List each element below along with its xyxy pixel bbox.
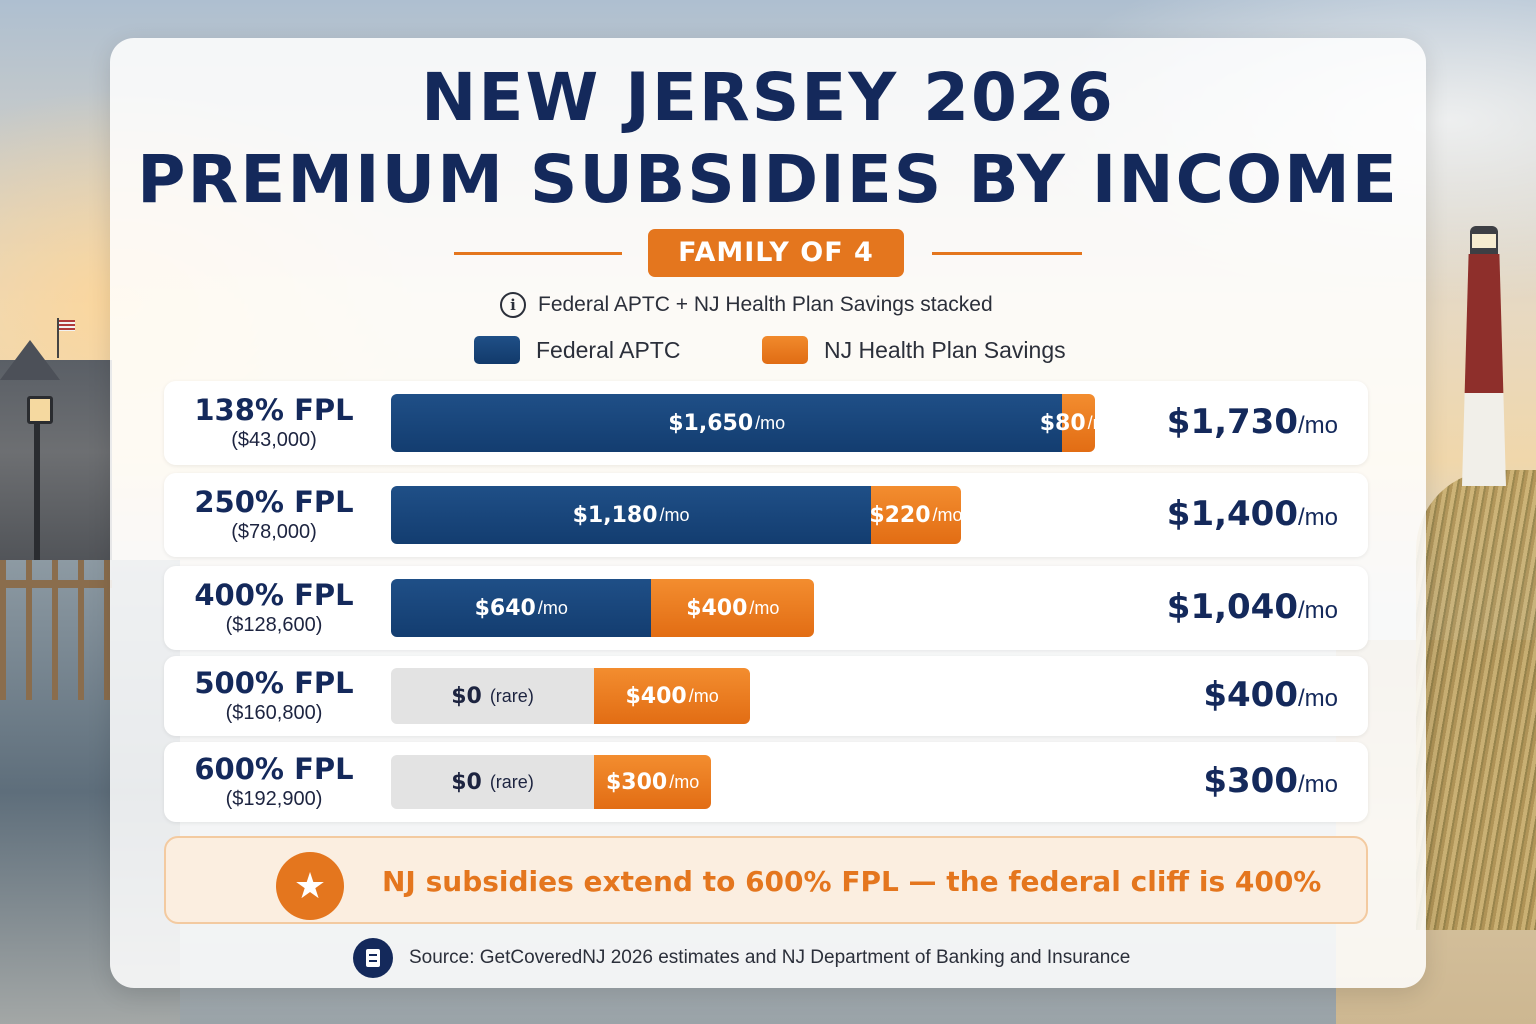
- fpl-income: ($43,000): [231, 429, 317, 451]
- value-unit: /mo: [1087, 412, 1118, 433]
- value-amount: $220: [869, 502, 931, 528]
- dune-grass: [1416, 470, 1536, 930]
- fpl-income: ($78,000): [231, 521, 317, 543]
- info-icon: i: [500, 292, 526, 318]
- bar-nj-savings: $80/mo: [1040, 394, 1118, 452]
- fpl-income: ($160,800): [225, 702, 323, 724]
- fpl-percent: 600% FPL: [194, 752, 354, 786]
- row-total: $300/mo: [1203, 761, 1338, 801]
- divider-left: [454, 252, 622, 255]
- legend-label-federal: Federal APTC: [536, 336, 681, 363]
- row-total: $400/mo: [1203, 675, 1338, 715]
- fpl-percent: 400% FPL: [194, 578, 354, 612]
- value-amount: $400: [625, 683, 687, 709]
- total-unit: /mo: [1297, 771, 1338, 798]
- source-text: Source: GetCoveredNJ 2026 estimates and …: [409, 947, 1131, 968]
- divider-right: [932, 252, 1082, 255]
- chart-row: 600% FPL ($192,900) $0 (rare) $300/mo $300/m…: [164, 742, 1368, 822]
- value-unit: /mo: [669, 771, 700, 792]
- fpl-income: ($192,900): [225, 788, 323, 810]
- fpl-label: 400% FPL ($128,600): [164, 578, 384, 638]
- value-unit: /mo: [537, 597, 568, 618]
- legend-swatch-nj: [762, 336, 808, 364]
- bar-nj-savings: $220/mo: [869, 486, 963, 544]
- legend-label-nj: NJ Health Plan Savings: [824, 336, 1066, 363]
- callout-box: ★ NJ subsidies extend to 600% FPL — the …: [164, 836, 1368, 924]
- bar-federal-aptc: $0 (rare): [391, 668, 594, 724]
- legend-item-federal: Federal APTC: [474, 335, 680, 365]
- zero-amount: $0: [451, 769, 482, 795]
- legend-item-nj: NJ Health Plan Savings: [762, 335, 1066, 365]
- fpl-label: 600% FPL ($192,900): [164, 752, 384, 812]
- value-amount: $400: [686, 595, 748, 621]
- total-unit: /mo: [1297, 504, 1338, 531]
- star-icon: ★: [276, 852, 344, 920]
- chart-row: 400% FPL ($128,600) $640/mo $400/mo $1,040/m…: [164, 566, 1368, 650]
- page-title-line2: PREMIUM SUBSIDIES BY INCOME: [137, 141, 1399, 218]
- bar-nj-savings: $400/mo: [651, 579, 815, 637]
- source-line: Source: GetCoveredNJ 2026 estimates and …: [353, 936, 1130, 980]
- bar-nj-savings: $400/mo: [594, 668, 751, 724]
- lighthouse-icon: [1462, 226, 1506, 486]
- total-amount: $1,730: [1166, 402, 1298, 442]
- boardwalk-houses: [0, 360, 112, 590]
- bar-federal-aptc: $0 (rare): [391, 755, 594, 809]
- bar-nj-savings: $300/mo: [594, 755, 712, 809]
- page-title-line1: NEW JERSEY 2026: [421, 59, 1115, 136]
- flag-icon: [57, 318, 75, 358]
- chart-row: 250% FPL ($78,000) $1,180/mo $220/mo $1,400/…: [164, 473, 1368, 557]
- fpl-label: 500% FPL ($160,800): [164, 666, 384, 726]
- fpl-percent: 138% FPL: [194, 393, 354, 427]
- total-unit: /mo: [1297, 597, 1338, 624]
- fpl-percent: 250% FPL: [194, 485, 354, 519]
- row-total: $1,400/mo: [1167, 494, 1338, 534]
- fpl-income: ($128,600): [225, 614, 323, 636]
- rare-label: (rare): [489, 771, 534, 792]
- total-unit: /mo: [1297, 685, 1338, 712]
- value-amount: $1,180: [572, 502, 658, 528]
- total-amount: $1,400: [1166, 494, 1298, 534]
- fpl-label: 250% FPL ($78,000): [164, 485, 384, 545]
- stacked-note: i Federal APTC + NJ Health Plan Savings …: [500, 290, 993, 320]
- stacked-note-text: Federal APTC + NJ Health Plan Savings st…: [538, 293, 993, 316]
- total-unit: /mo: [1297, 412, 1338, 439]
- family-badge: FAMILY OF 4: [648, 229, 904, 277]
- bar-federal-aptc: $1,180/mo: [391, 486, 872, 544]
- value-unit: /mo: [659, 504, 690, 525]
- value-amount: $80: [1039, 410, 1086, 436]
- value-unit: /mo: [755, 412, 786, 433]
- value-amount: $640: [474, 595, 536, 621]
- fpl-percent: 500% FPL: [194, 666, 354, 700]
- fpl-label: 138% FPL ($43,000): [164, 393, 384, 453]
- row-total: $1,040/mo: [1167, 587, 1338, 627]
- rare-label: (rare): [489, 685, 534, 706]
- lamp-post: [27, 396, 53, 580]
- zero-amount: $0: [451, 683, 482, 709]
- value-unit: /mo: [688, 685, 719, 706]
- row-total: $1,730/mo: [1167, 402, 1338, 442]
- chart-row: 500% FPL ($160,800) $0 (rare) $400/mo $400/m…: [164, 656, 1368, 736]
- value-unit: /mo: [932, 504, 963, 525]
- value-unit: /mo: [749, 597, 780, 618]
- chart-row: 138% FPL ($43,000) $1,650/mo $80/mo $1,730/m…: [164, 381, 1368, 465]
- value-amount: $300: [605, 769, 668, 795]
- boardwalk-railing: [0, 560, 112, 700]
- document-icon: [353, 938, 393, 978]
- total-amount: $400: [1203, 675, 1298, 715]
- bar-federal-aptc: $1,650/mo: [391, 394, 1063, 452]
- legend-swatch-federal: [474, 336, 520, 364]
- callout-text: NJ subsidies extend to 600% FPL — the fe…: [382, 865, 1322, 898]
- value-amount: $1,650: [668, 410, 754, 436]
- total-amount: $1,040: [1166, 587, 1298, 627]
- bar-federal-aptc: $640/mo: [391, 579, 652, 637]
- total-amount: $300: [1203, 761, 1298, 801]
